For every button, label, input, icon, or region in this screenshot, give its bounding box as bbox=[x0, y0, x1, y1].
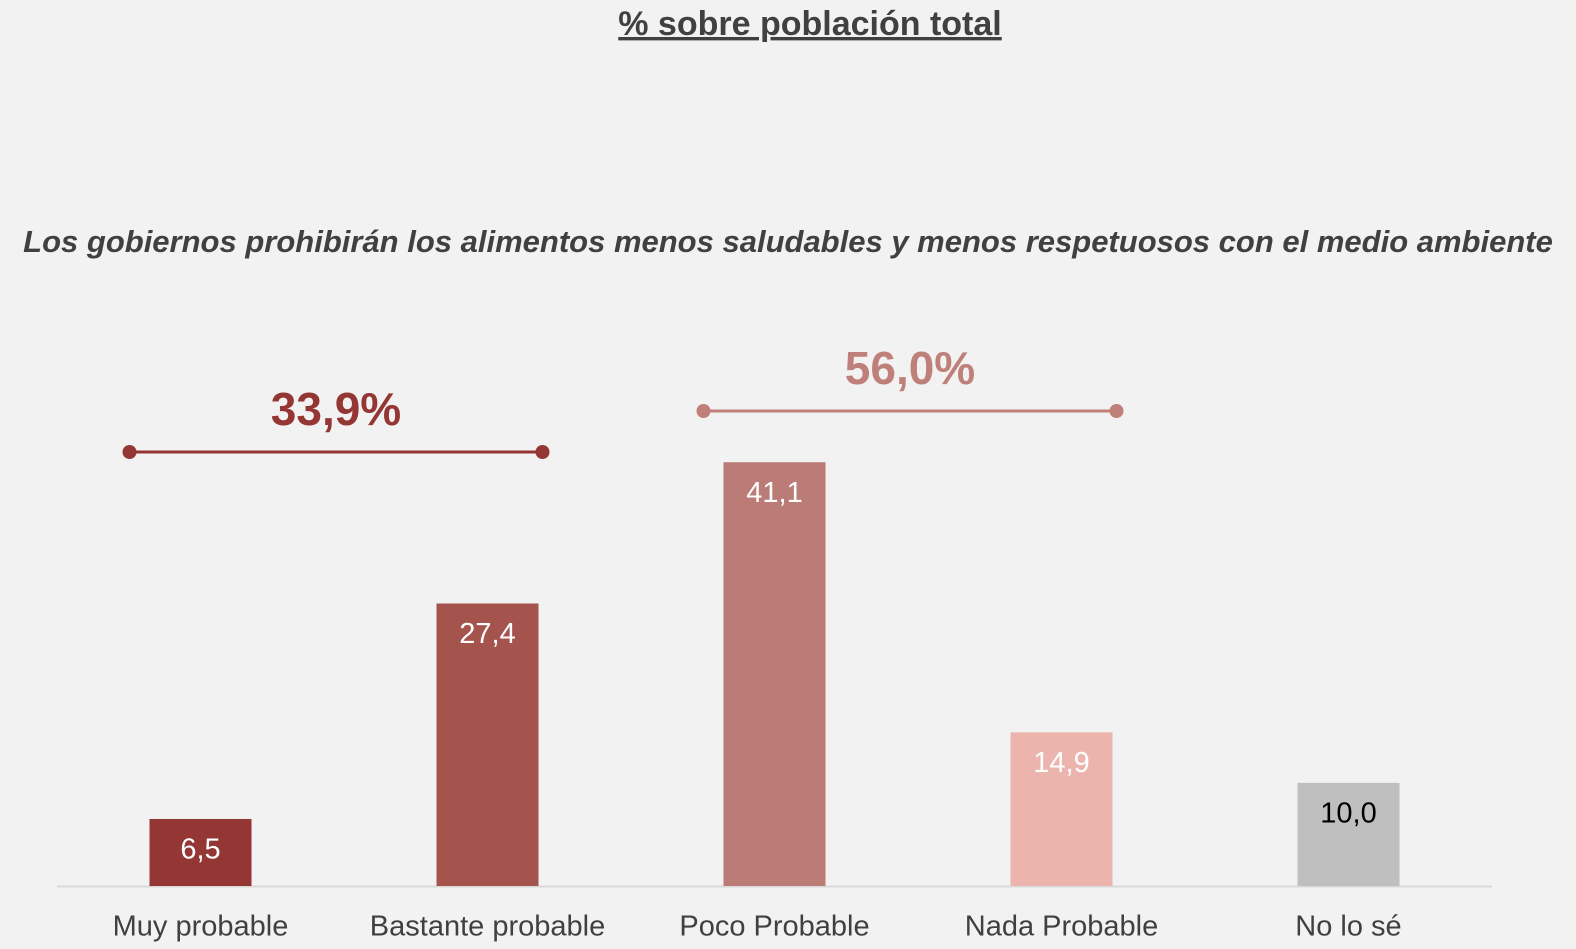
x-tick-label: Muy probable bbox=[113, 911, 289, 943]
bar bbox=[1010, 732, 1113, 886]
bar bbox=[723, 462, 826, 886]
bracket-end bbox=[122, 445, 137, 459]
chart-subtitle: Los gobiernos prohibirán los alimentos m… bbox=[23, 224, 1553, 259]
value-label: 6,5 bbox=[180, 834, 220, 866]
x-tick-label: Poco Probable bbox=[679, 911, 869, 943]
x-tick-label: No lo sé bbox=[1295, 911, 1401, 943]
x-tick-label: Nada Probable bbox=[965, 911, 1158, 943]
value-label: 10,0 bbox=[1320, 798, 1376, 830]
chart-title: % sobre población total bbox=[618, 5, 1001, 43]
annotation: 33,9% bbox=[271, 383, 401, 435]
bracket-end bbox=[535, 445, 550, 459]
bar bbox=[149, 818, 252, 886]
bar bbox=[436, 603, 539, 886]
value-label: 41,1 bbox=[746, 477, 802, 509]
value-label: 27,4 bbox=[459, 618, 515, 650]
bar bbox=[1297, 782, 1400, 886]
x-tick-label: Bastante probable bbox=[370, 911, 605, 943]
bracket-end bbox=[1109, 404, 1124, 418]
value-label: 14,9 bbox=[1033, 747, 1089, 779]
annotation: 56,0% bbox=[845, 342, 975, 394]
bracket-end bbox=[696, 404, 711, 418]
